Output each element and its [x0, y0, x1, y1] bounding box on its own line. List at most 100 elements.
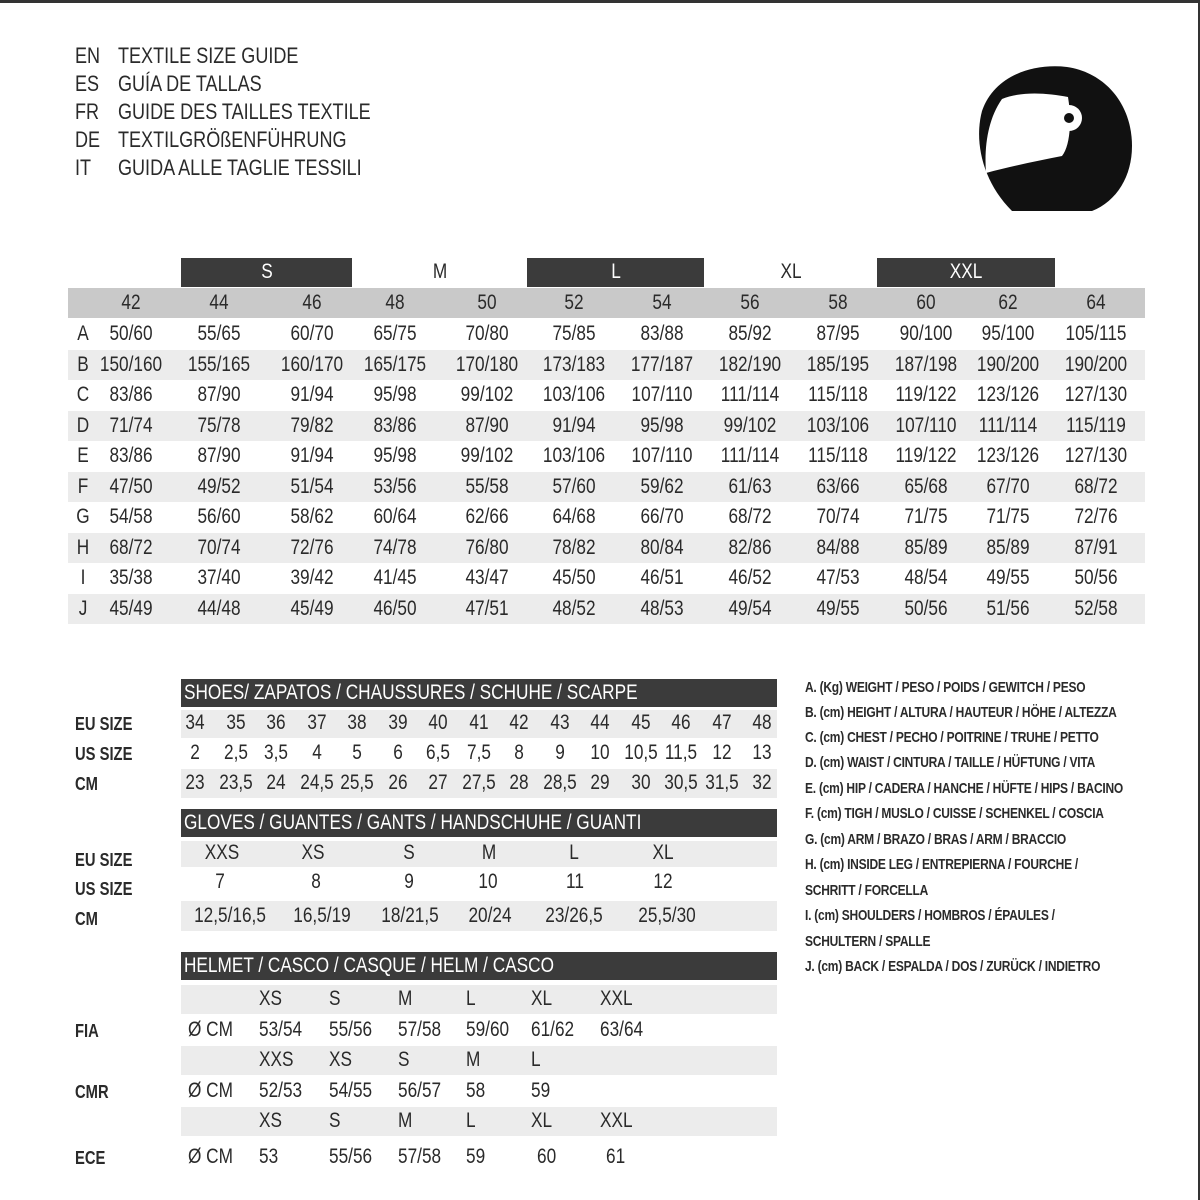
- table-cell: 107/110: [631, 383, 693, 406]
- table-cell: 65/75: [373, 322, 417, 345]
- table-cell: 173/183: [542, 352, 606, 376]
- shoes-cell: 11,5: [664, 741, 698, 764]
- row-key: E: [77, 444, 89, 467]
- table-cell: 103/106: [806, 413, 870, 437]
- table-cell: 190/200: [1064, 352, 1128, 376]
- shoes-cell: 5: [352, 741, 362, 764]
- row-key: I: [80, 566, 86, 589]
- gloves-cell: XS: [301, 841, 325, 864]
- title-lang-code: FR: [75, 99, 100, 124]
- shoes-cell: 30: [630, 771, 651, 794]
- row-stripe: [68, 349, 1145, 380]
- table-cell: 39/42: [290, 566, 334, 589]
- legend-item: F. (cm) TIGH / MUSLO / CUISSE / SCHENKEL…: [805, 805, 1104, 822]
- table-cell: 52/58: [1074, 596, 1118, 620]
- table-cell: 95/100: [981, 322, 1035, 345]
- size-group-band: [527, 258, 704, 287]
- table-cell: 62/66: [465, 505, 509, 528]
- gloves-cell: 12: [653, 870, 673, 893]
- gloves-row-label: US SIZE: [75, 879, 133, 899]
- size-number: 54: [652, 291, 672, 314]
- table-cell: 45/49: [109, 596, 153, 620]
- table-cell: 111/114: [720, 444, 780, 467]
- helmet-value: 59: [531, 1079, 551, 1102]
- table-cell: 185/195: [806, 352, 870, 376]
- size-number: 44: [209, 291, 229, 314]
- helmet-size: XS: [329, 1048, 352, 1071]
- helmet-unit-label: Ø CM: [188, 1145, 233, 1168]
- table-cell: 47/53: [816, 566, 860, 589]
- table-cell: 49/52: [197, 474, 241, 498]
- table-cell: 47/51: [465, 596, 509, 620]
- table-cell: 91/94: [552, 413, 596, 437]
- table-cell: 66/70: [640, 505, 684, 528]
- table-cell: 45/50: [552, 566, 596, 589]
- helmet-value: 55/56: [329, 1018, 373, 1041]
- table-cell: 83/86: [373, 413, 417, 437]
- shoes-row-label: US SIZE: [75, 744, 133, 764]
- size-number: 48: [385, 291, 405, 314]
- helmet-size: S: [329, 987, 341, 1010]
- table-cell: 49/55: [816, 596, 860, 620]
- table-cell: 170/180: [455, 352, 519, 376]
- table-cell: 50/60: [109, 322, 153, 345]
- size-number: 58: [828, 291, 848, 314]
- table-cell: 105/115: [1065, 322, 1127, 345]
- row-key: C: [76, 383, 90, 406]
- shoes-cell: 37: [306, 711, 327, 734]
- table-cell: 70/74: [197, 535, 241, 559]
- row-key: G: [76, 505, 90, 528]
- legend-item: J. (cm) BACK / ESPALDA / DOS / ZURÜCK / …: [805, 958, 1101, 975]
- size-group-label: XXL: [949, 260, 983, 283]
- helmet-size: XXL: [600, 987, 633, 1010]
- table-cell: 83/86: [109, 383, 153, 406]
- legend-item: E. (cm) HIP / CADERA / HANCHE / HÜFTE / …: [805, 780, 1123, 797]
- table-cell: 50/56: [1074, 566, 1118, 589]
- table-cell: 71/74: [109, 413, 153, 437]
- table-cell: 111/114: [978, 413, 1038, 437]
- shoes-cell: 23,5: [218, 771, 253, 794]
- helmet-size: XL: [531, 987, 553, 1010]
- table-cell: 95/98: [640, 413, 684, 437]
- helmet-value: 57/58: [398, 1018, 442, 1041]
- shoes-cell: 30,5: [664, 771, 698, 794]
- helmet-value: 57/58: [398, 1145, 442, 1168]
- shoes-header: [181, 679, 777, 707]
- table-cell: 57/60: [552, 474, 596, 498]
- table-cell: 91/94: [290, 383, 334, 406]
- table-cell: 37/40: [197, 566, 241, 589]
- helmet-value: 54/55: [329, 1079, 373, 1102]
- table-cell: 127/130: [1064, 444, 1128, 467]
- gloves-cell: XL: [652, 841, 674, 864]
- table-cell: 48/52: [552, 596, 596, 620]
- row-stripe: [181, 769, 777, 798]
- shoes-cell: 9: [554, 741, 565, 764]
- table-cell: 91/94: [290, 444, 334, 467]
- gloves-cell: 23/26,5: [545, 904, 603, 927]
- table-cell: 87/90: [197, 444, 241, 467]
- title-text: GUIDE DES TAILLES TEXTILE: [118, 99, 371, 124]
- table-cell: 115/119: [1066, 413, 1126, 437]
- table-cell: 67/70: [986, 474, 1030, 498]
- shoes-cell: 39: [387, 711, 408, 734]
- table-cell: 103/106: [542, 383, 606, 406]
- shoes-cell: 4: [311, 741, 322, 764]
- shoes-cell: 36: [266, 711, 286, 734]
- table-cell: 111/114: [720, 383, 780, 406]
- table-cell: 47/50: [109, 474, 153, 498]
- table-cell: 49/54: [728, 596, 772, 620]
- size-number-band: [68, 288, 1145, 318]
- helmet-value: 58: [466, 1079, 486, 1102]
- table-cell: 64/68: [552, 505, 596, 528]
- table-cell: 45/49: [290, 596, 334, 620]
- table-cell: 190/200: [976, 352, 1040, 376]
- table-cell: 123/126: [976, 444, 1040, 467]
- table-cell: 59/62: [640, 474, 684, 498]
- size-number: 56: [740, 291, 760, 314]
- table-cell: 60/64: [373, 505, 417, 528]
- table-cell: 50/56: [904, 596, 948, 620]
- table-cell: 80/84: [640, 535, 684, 559]
- gloves-row-label: CM: [75, 909, 98, 929]
- table-cell: 55/58: [465, 474, 509, 498]
- shoes-cell: 47: [711, 711, 732, 734]
